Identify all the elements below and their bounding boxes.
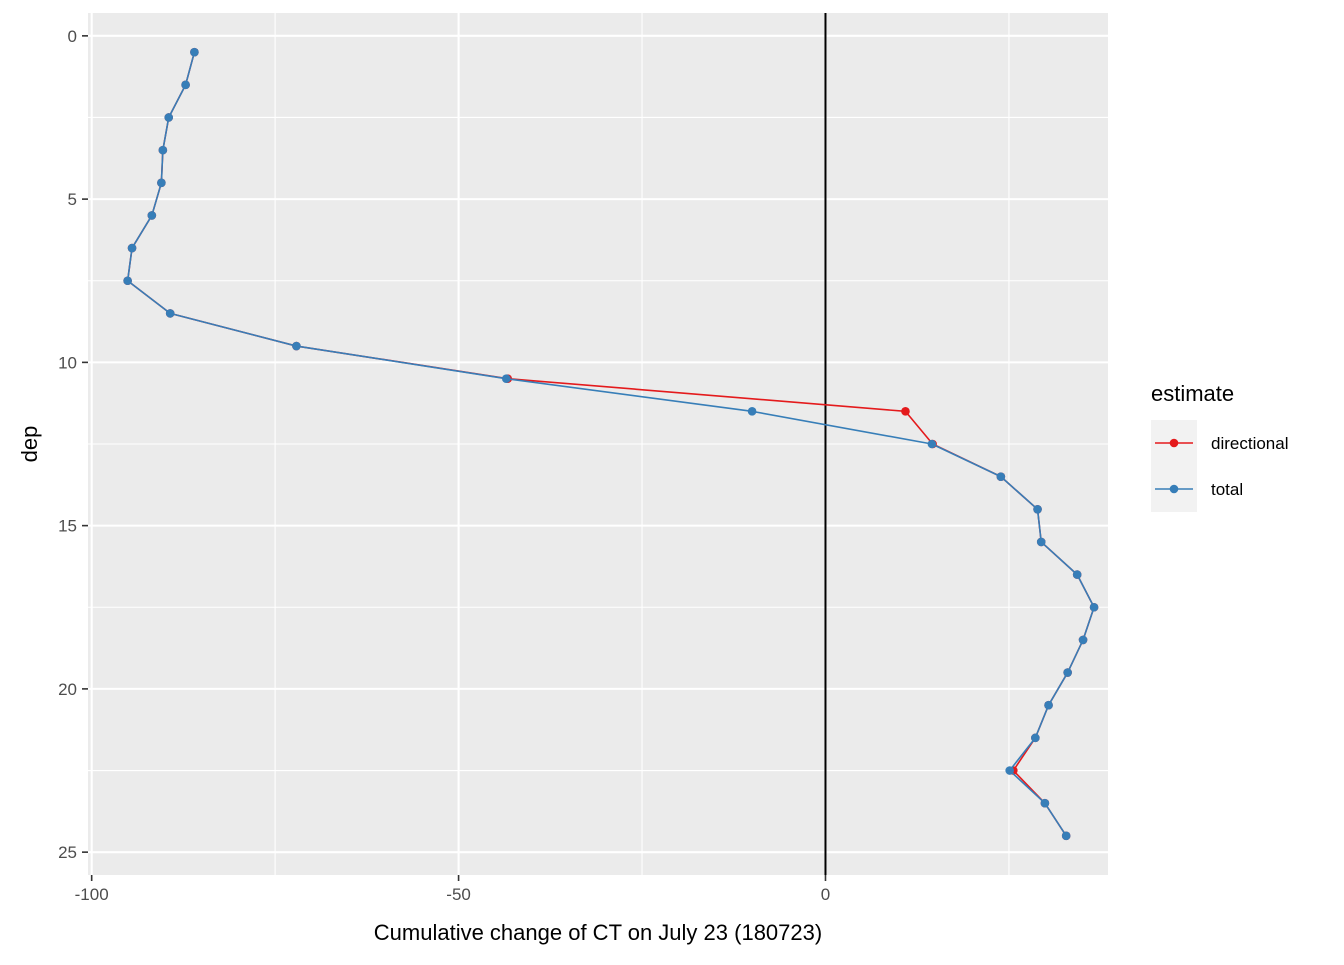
x-tick-label: -50 [446,885,471,904]
data-point-total [1044,700,1053,710]
series-total [123,47,1099,841]
data-point-total [1005,766,1014,775]
y-tick-label: 5 [68,190,77,209]
legend-label: total [1211,480,1243,499]
y-tick-label: 10 [58,353,77,372]
data-point-total [927,439,937,449]
legend: estimate directional total [1151,381,1289,512]
data-point-total [127,243,137,253]
data-point-total [1061,831,1071,841]
data-point-total [1078,635,1088,645]
data-point-total [996,472,1006,481]
legend-items: directional total [1151,420,1289,512]
x-axis: -100 -50 0 [75,875,830,904]
legend-key-point [1169,484,1179,494]
data-point-total [1036,537,1046,547]
legend-item-total: total [1151,466,1243,512]
y-axis-title: dep [17,426,42,463]
data-point-total [147,211,157,220]
y-tick-label: 15 [58,517,77,536]
data-point-total [164,113,174,122]
series-layer [123,47,1099,841]
data-point-total [1033,505,1042,514]
data-point-total [501,374,511,384]
data-point-total [292,341,301,351]
legend-key-point [1169,438,1179,448]
legend-item-directional: directional [1151,420,1289,466]
data-point-total [190,47,199,57]
data-point-total [158,145,168,155]
data-point-total [181,80,190,90]
minor-gridlines [88,13,1108,875]
data-point-directional [901,407,910,416]
legend-label: directional [1211,434,1289,453]
data-point-total [123,276,132,286]
data-point-total [157,178,166,188]
data-point-total [1040,798,1050,808]
y-axis: 0 5 10 15 20 25 [58,27,88,862]
y-tick-label: 0 [68,27,77,46]
data-point-total [1089,602,1099,612]
y-tick-label: 20 [58,680,77,699]
data-point-total [747,407,757,416]
data-point-total [1031,733,1040,743]
x-axis-title: Cumulative change of CT on July 23 (1807… [374,920,822,945]
data-point-total [1063,668,1072,677]
x-tick-label: -100 [75,885,109,904]
legend-title: estimate [1151,381,1234,406]
y-tick-label: 25 [58,843,77,862]
data-point-total [165,309,175,318]
x-tick-label: 0 [821,885,830,904]
data-point-total [1072,570,1082,579]
